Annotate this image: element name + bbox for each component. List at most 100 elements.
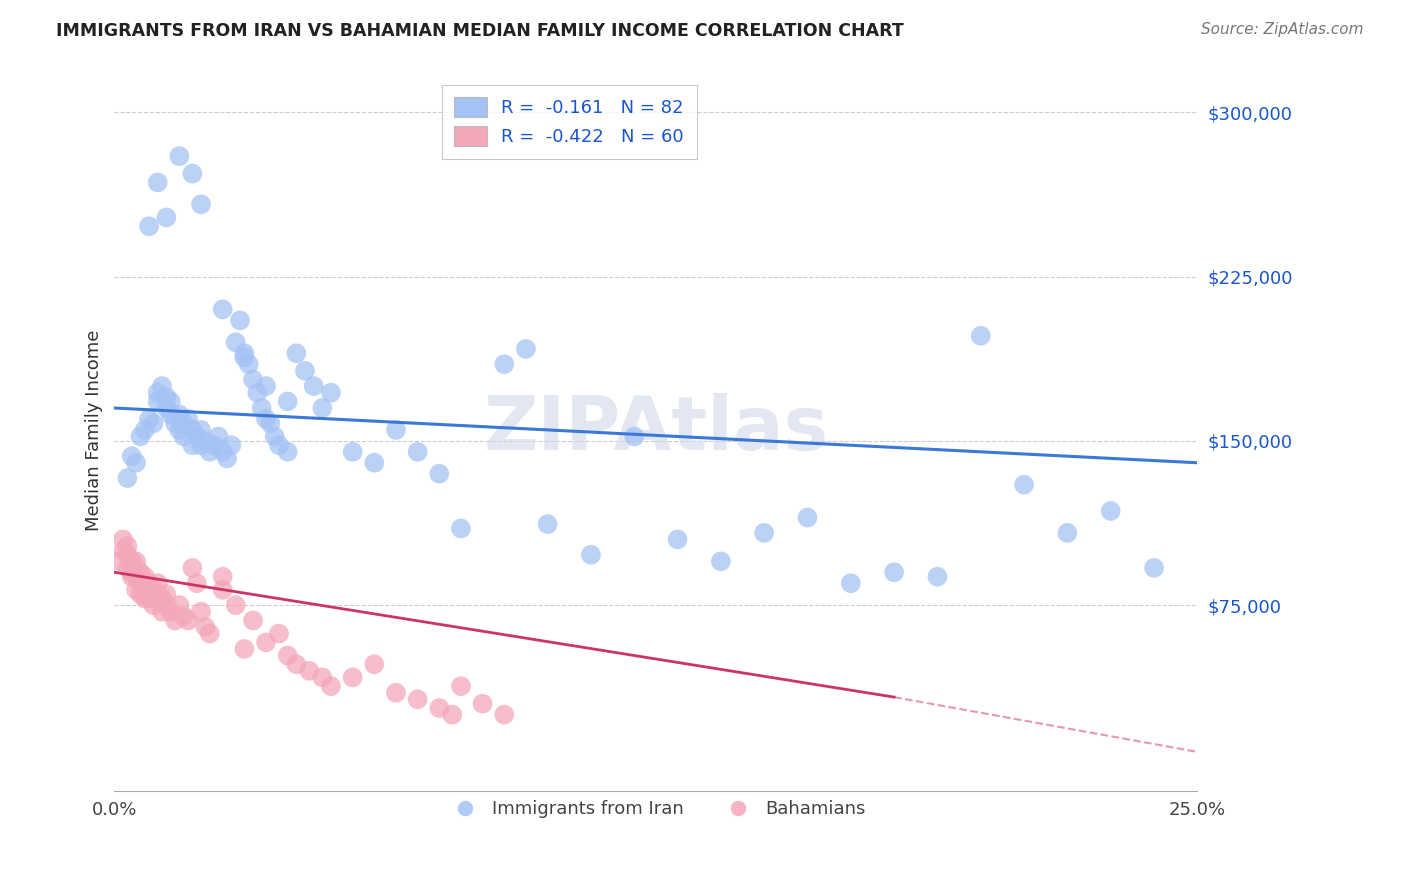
Point [211, 302, 233, 317]
Point [173, 417, 195, 431]
Point [285, 346, 308, 360]
Point [181, 438, 204, 452]
Point [927, 569, 949, 583]
Point [259, 417, 281, 431]
Point [285, 657, 308, 672]
Point [121, 554, 143, 568]
Point [186, 576, 208, 591]
Point [246, 385, 269, 400]
Point [450, 521, 472, 535]
Point [155, 211, 177, 225]
Point [263, 429, 285, 443]
Point [129, 429, 152, 443]
Point [494, 707, 516, 722]
Point [169, 598, 191, 612]
Point [138, 576, 160, 591]
Text: IMMIGRANTS FROM IRAN VS BAHAMIAN MEDIAN FAMILY INCOME CORRELATION CHART: IMMIGRANTS FROM IRAN VS BAHAMIAN MEDIAN … [56, 22, 904, 40]
Point [121, 569, 143, 583]
Point [190, 438, 212, 452]
Point [186, 429, 208, 443]
Point [155, 401, 177, 415]
Text: Source: ZipAtlas.com: Source: ZipAtlas.com [1201, 22, 1364, 37]
Point [142, 598, 165, 612]
Point [242, 372, 264, 386]
Point [579, 548, 602, 562]
Point [138, 412, 160, 426]
Point [169, 149, 191, 163]
Point [1099, 504, 1122, 518]
Point [146, 175, 169, 189]
Point [190, 423, 212, 437]
Point [319, 679, 342, 693]
Point [117, 561, 139, 575]
Point [233, 642, 256, 657]
Point [146, 587, 169, 601]
Point [150, 591, 173, 606]
Point [277, 648, 299, 663]
Point [229, 313, 252, 327]
Point [211, 569, 233, 583]
Point [225, 335, 247, 350]
Point [883, 566, 905, 580]
Point [181, 167, 204, 181]
Point [311, 401, 333, 415]
Text: ZIPAtlas: ZIPAtlas [484, 393, 828, 467]
Point [173, 609, 195, 624]
Point [190, 605, 212, 619]
Point [169, 408, 191, 422]
Point [194, 620, 217, 634]
Point [198, 445, 221, 459]
Point [198, 626, 221, 640]
Point [194, 434, 217, 448]
Point [427, 701, 450, 715]
Point [623, 429, 645, 443]
Point [125, 582, 148, 597]
Point [150, 379, 173, 393]
Point [134, 569, 156, 583]
Point [796, 510, 818, 524]
Point [207, 429, 229, 443]
Point [254, 379, 277, 393]
Point [138, 591, 160, 606]
Point [155, 587, 177, 601]
Point [233, 346, 256, 360]
Point [754, 525, 776, 540]
Point [277, 445, 299, 459]
Point [125, 456, 148, 470]
Point [277, 394, 299, 409]
Point [142, 417, 165, 431]
Point [342, 670, 364, 684]
Point [242, 614, 264, 628]
Point [363, 657, 385, 672]
Point [138, 219, 160, 234]
Point [970, 328, 993, 343]
Point [159, 605, 181, 619]
Point [471, 697, 494, 711]
Point [142, 582, 165, 597]
Point [406, 692, 429, 706]
Point [302, 379, 325, 393]
Point [190, 197, 212, 211]
Point [294, 364, 316, 378]
Point [298, 664, 321, 678]
Point [173, 429, 195, 443]
Point [117, 471, 139, 485]
Point [211, 445, 233, 459]
Point [710, 554, 733, 568]
Point [450, 679, 472, 693]
Point [181, 423, 204, 437]
Point [146, 576, 169, 591]
Point [125, 569, 148, 583]
Point [134, 582, 156, 597]
Point [221, 438, 243, 452]
Point [155, 598, 177, 612]
Point [117, 539, 139, 553]
Point [536, 517, 558, 532]
Point [342, 445, 364, 459]
Point [146, 394, 169, 409]
Point [155, 390, 177, 404]
Y-axis label: Median Family Income: Median Family Income [86, 329, 103, 531]
Point [839, 576, 862, 591]
Point [177, 614, 200, 628]
Point [1056, 525, 1078, 540]
